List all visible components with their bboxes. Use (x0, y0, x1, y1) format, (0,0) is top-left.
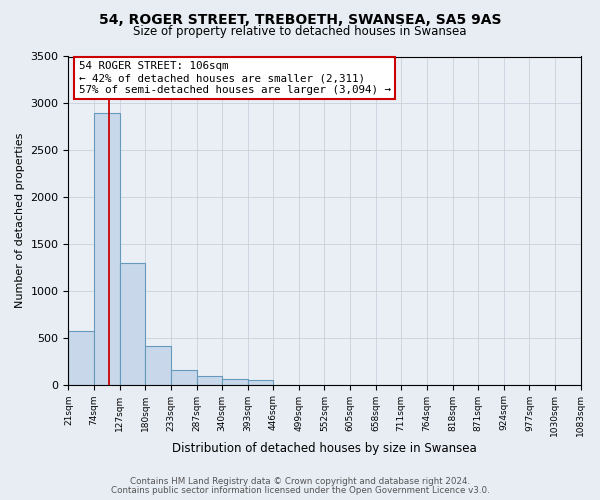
X-axis label: Distribution of detached houses by size in Swansea: Distribution of detached houses by size … (172, 442, 477, 455)
Bar (170, 370, 197, 384)
Text: Contains HM Land Registry data © Crown copyright and database right 2024.: Contains HM Land Registry data © Crown c… (130, 477, 470, 486)
Text: 54 ROGER STREET: 106sqm
← 42% of detached houses are smaller (2,311)
57% of semi: 54 ROGER STREET: 106sqm ← 42% of detache… (79, 62, 391, 94)
Bar (197, 376, 222, 384)
Text: 54, ROGER STREET, TREBOETH, SWANSEA, SA5 9AS: 54, ROGER STREET, TREBOETH, SWANSEA, SA5… (99, 12, 501, 26)
Bar (145, 346, 170, 385)
Text: Size of property relative to detached houses in Swansea: Size of property relative to detached ho… (133, 25, 467, 38)
Bar (222, 378, 248, 384)
Bar (68, 330, 94, 384)
Text: Contains public sector information licensed under the Open Government Licence v3: Contains public sector information licen… (110, 486, 490, 495)
Bar (119, 262, 145, 384)
Y-axis label: Number of detached properties: Number of detached properties (15, 133, 25, 308)
Bar (94, 112, 119, 384)
Bar (248, 380, 274, 384)
